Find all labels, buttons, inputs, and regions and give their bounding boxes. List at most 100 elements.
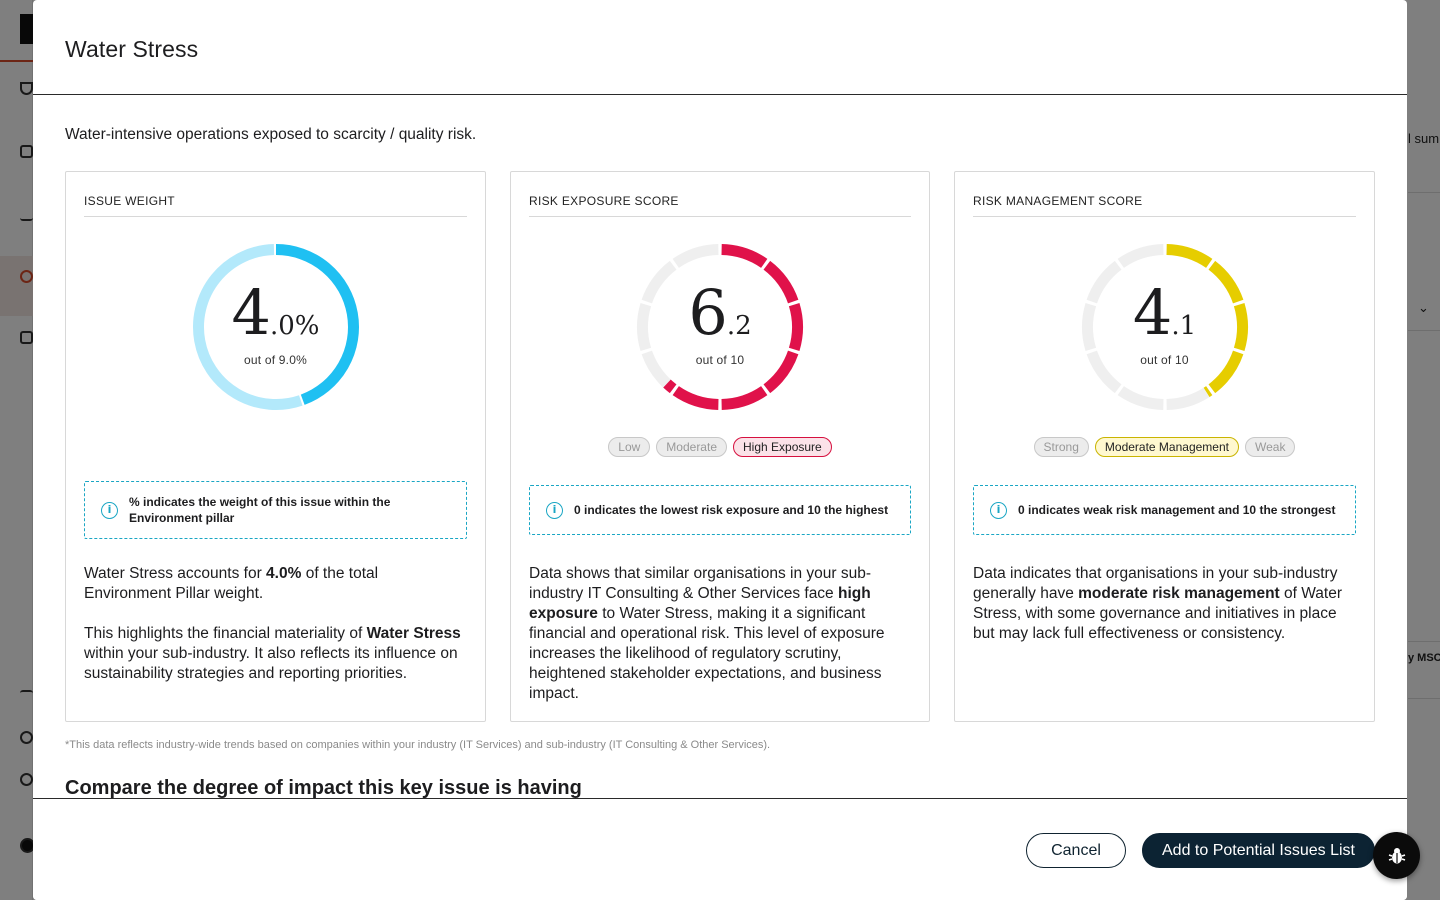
description-paragraph: Water Stress accounts for 4.0% of the to… — [84, 564, 467, 604]
description-paragraph: Data indicates that organisations in you… — [973, 564, 1356, 644]
description-paragraph: This highlights the financial materialit… — [84, 624, 467, 684]
gauge-segment-filled — [1207, 260, 1243, 304]
add-to-potential-issues-button[interactable]: Add to Potential Issues List — [1142, 833, 1375, 868]
pill-weak: Weak — [1244, 437, 1296, 457]
gauge-center: 4.0% out of 9.0% — [191, 242, 361, 412]
info-callout: i % indicates the weight of this issue w… — [84, 481, 467, 539]
modal-footer: Cancel Add to Potential Issues List — [33, 798, 1407, 900]
score-cards: ISSUE WEIGHT 4.0% out of 9.0% i % indica… — [65, 171, 1375, 722]
gauge-segment-filled — [1165, 244, 1212, 268]
modal-header: Water Stress — [33, 0, 1407, 95]
gauge-value-integer: 6 — [688, 276, 727, 349]
pill-moderate: Moderate — [656, 437, 727, 457]
text-run: Data indicates that organisations in you… — [973, 565, 1338, 602]
card-description: Water Stress accounts for 4.0% of the to… — [84, 564, 467, 684]
risk-management-card: RISK MANAGEMENT SCORE 4.1 out of 10 Stro… — [954, 171, 1375, 722]
info-text: % indicates the weight of this issue wit… — [129, 495, 391, 525]
gauge-segment-filled — [788, 303, 803, 351]
text-bold: 4.0% — [266, 565, 302, 582]
gauge-segment-filled — [1203, 386, 1212, 398]
gauge-segment-empty — [1086, 260, 1122, 304]
compare-heading: Compare the degree of impact this key is… — [65, 777, 582, 798]
gauge-value-integer: 4 — [1132, 276, 1172, 349]
issue-detail-modal: Water Stress Water-intensive operations … — [33, 0, 1407, 900]
exposure-level-pills: Low Moderate High Exposure — [511, 437, 929, 457]
gauge-center: 4.1 out of 10 — [1080, 242, 1250, 412]
text-bold: high exposure — [529, 585, 871, 622]
issue-weight-card: ISSUE WEIGHT 4.0% out of 9.0% i % indica… — [65, 171, 486, 722]
gauge-value: 6.2 — [635, 276, 805, 349]
gauge-segment-empty — [1117, 244, 1164, 268]
gauge-segment-empty — [1117, 386, 1164, 410]
gauge-value-decimal: .0% — [269, 311, 320, 341]
gauge-segment-filled — [763, 260, 799, 304]
issue-description: Water-intensive operations exposed to sc… — [65, 126, 477, 143]
gauge-segment-empty — [641, 260, 677, 304]
gauge-scale-label: out of 10 — [1140, 353, 1189, 367]
gauge-scale-label: out of 10 — [695, 353, 745, 367]
risk-exposure-gauge: 6.2 out of 10 — [635, 242, 805, 412]
issue-weight-gauge: 4.0% out of 9.0% — [191, 242, 361, 412]
gauge-value-decimal: .2 — [726, 311, 752, 341]
card-description: Data shows that similar organisations in… — [529, 564, 911, 704]
gauge-value-decimal: .1 — [1171, 311, 1197, 341]
gauge-ring — [192, 244, 359, 410]
info-text: 0 indicates the lowest risk exposure and… — [574, 503, 889, 517]
management-level-pills: Strong Moderate Management Weak — [955, 437, 1374, 457]
gauge-value: 4.1 — [1080, 276, 1250, 349]
risk-exposure-card: RISK EXPOSURE SCORE 6.2 out of 10 Low Mo… — [510, 171, 930, 722]
gauge-value-integer: 4 — [231, 276, 271, 349]
text-run: of the total Environment Pillar weight. — [84, 565, 379, 602]
text-run: Data shows that similar organisations in… — [529, 565, 872, 602]
info-icon: i — [101, 501, 118, 519]
gauge-segment-filled — [763, 350, 799, 394]
pill-strong: Strong — [1033, 437, 1089, 457]
risk-management-gauge: 4.1 out of 10 — [1080, 242, 1250, 412]
info-text: 0 indicates weak risk management and 10 … — [1018, 503, 1336, 517]
gauge-center: 6.2 out of 10 — [635, 242, 805, 412]
gauge-ring — [1081, 244, 1248, 410]
gauge-segment-empty — [1165, 387, 1209, 410]
pill-moderate-management: Moderate Management — [1094, 437, 1239, 457]
card-description: Data indicates that organisations in you… — [973, 564, 1356, 644]
gauge-segment-empty — [641, 350, 671, 388]
bug-report-button[interactable] — [1373, 832, 1420, 879]
gauge-segment-filled — [1207, 350, 1243, 394]
text-bold: moderate risk management — [1078, 585, 1280, 602]
gauge-segment-empty — [1081, 303, 1096, 351]
text-run: This highlights the financial materialit… — [84, 625, 367, 642]
text-run: of Water Stress, with some governance an… — [973, 585, 1343, 642]
gauge-ring — [637, 244, 803, 410]
gauge-segment-filled — [1233, 303, 1248, 351]
modal-body[interactable]: Water-intensive operations exposed to sc… — [33, 96, 1407, 798]
info-callout: i 0 indicates the lowest risk exposure a… — [529, 485, 911, 535]
card-label: RISK MANAGEMENT SCORE — [973, 194, 1356, 217]
gauge-segment-empty — [672, 244, 719, 268]
gauge-segment-empty — [637, 303, 652, 351]
gauge-scale-label: out of 9.0% — [244, 353, 307, 367]
gauge-fill — [275, 244, 359, 405]
pill-high-exposure: High Exposure — [733, 437, 832, 457]
text-run: Water Stress accounts for — [84, 565, 267, 582]
card-label: RISK EXPOSURE SCORE — [529, 194, 911, 217]
cancel-button[interactable]: Cancel — [1026, 833, 1126, 868]
text-bold: Water Stress — [366, 625, 461, 642]
modal-title: Water Stress — [65, 36, 199, 62]
data-footnote: *This data reflects industry-wide trends… — [65, 739, 771, 751]
gauge-segment-empty — [1086, 350, 1122, 394]
pill-low: Low — [608, 437, 651, 457]
gauge-segment-filled — [721, 244, 768, 268]
card-label: ISSUE WEIGHT — [84, 194, 467, 217]
bug-icon — [1388, 847, 1405, 863]
info-icon: i — [990, 501, 1007, 519]
info-icon: i — [546, 501, 563, 519]
description-paragraph: Data shows that similar organisations in… — [529, 564, 911, 704]
gauge-segment-filled — [663, 379, 677, 394]
gauge-value: 4.0% — [191, 276, 361, 349]
gauge-track — [192, 244, 303, 410]
text-run: within your sub-industry. It also reflec… — [84, 645, 458, 682]
text-run: to Water Stress, making it a significant… — [529, 605, 885, 702]
gauge-segment-filled — [721, 386, 768, 410]
gauge-segment-filled — [672, 386, 719, 410]
info-callout: i 0 indicates weak risk management and 1… — [973, 485, 1356, 535]
